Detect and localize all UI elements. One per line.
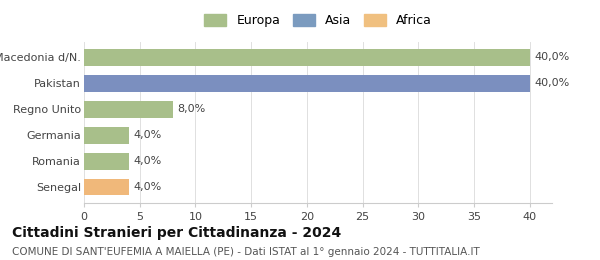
Text: 8,0%: 8,0%	[178, 104, 206, 114]
Legend: Europa, Asia, Africa: Europa, Asia, Africa	[199, 9, 437, 32]
Text: Cittadini Stranieri per Cittadinanza - 2024: Cittadini Stranieri per Cittadinanza - 2…	[12, 226, 341, 240]
Text: COMUNE DI SANT'EUFEMIA A MAIELLA (PE) - Dati ISTAT al 1° gennaio 2024 - TUTTITAL: COMUNE DI SANT'EUFEMIA A MAIELLA (PE) - …	[12, 247, 480, 257]
Bar	[84, 127, 128, 144]
Text: 40,0%: 40,0%	[534, 78, 569, 88]
Bar	[84, 49, 530, 66]
Text: 4,0%: 4,0%	[133, 182, 161, 192]
Bar	[84, 153, 128, 170]
Bar	[84, 179, 128, 196]
Text: 40,0%: 40,0%	[534, 52, 569, 62]
Text: 4,0%: 4,0%	[133, 156, 161, 166]
Text: 4,0%: 4,0%	[133, 130, 161, 140]
Bar	[84, 101, 173, 118]
Bar	[84, 75, 530, 92]
